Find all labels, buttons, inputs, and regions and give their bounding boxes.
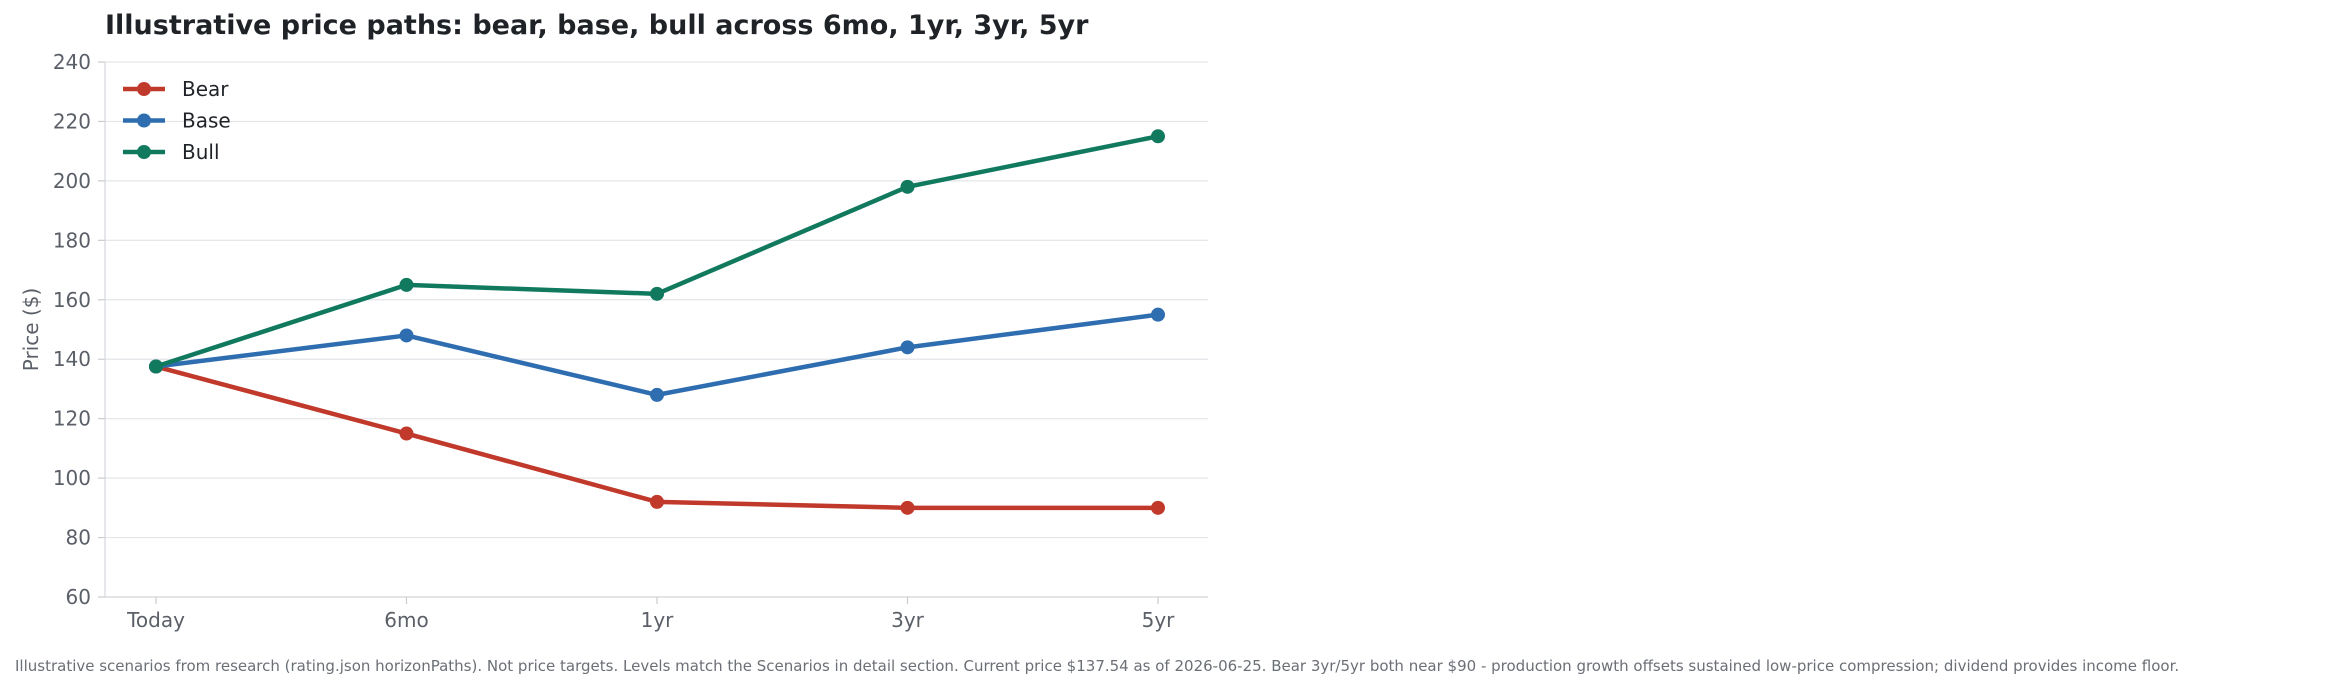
data-point-base[interactable] <box>650 387 664 402</box>
data-point-bull[interactable] <box>650 286 664 301</box>
series-bear <box>149 359 1165 515</box>
legend-label: Base <box>182 109 231 133</box>
x-tick-labels: Today 6mo 1yr 3yr 5yr <box>126 608 1175 632</box>
legend-label: Bull <box>182 140 220 164</box>
series-lines <box>149 129 1165 515</box>
legend-swatch-marker <box>137 82 151 96</box>
y-tick-label: 180 <box>53 228 91 252</box>
legend-item-base[interactable]: Base <box>123 109 231 133</box>
y-tick-label: 240 <box>53 50 91 74</box>
data-point-bull[interactable] <box>149 359 163 374</box>
data-point-bear[interactable] <box>1151 500 1165 515</box>
series-base <box>149 307 1165 402</box>
x-tick-label: 5yr <box>1142 608 1176 632</box>
y-tick-label: 100 <box>53 466 91 490</box>
legend-label: Bear <box>182 77 229 101</box>
data-point-bear[interactable] <box>900 500 915 515</box>
y-tick-labels: 60 80 100 120 140 160 180 200 220 240 <box>53 50 91 609</box>
x-tick-label: 1yr <box>641 608 675 632</box>
y-tick-label: 80 <box>66 526 91 550</box>
legend-item-bear[interactable]: Bear <box>123 77 229 101</box>
data-point-base[interactable] <box>1151 307 1165 322</box>
y-tick-label: 220 <box>53 109 91 133</box>
data-point-bear[interactable] <box>650 494 664 509</box>
x-tick-label: 6mo <box>384 608 428 632</box>
y-tick-label: 60 <box>66 585 91 609</box>
y-tick-label: 160 <box>53 288 91 312</box>
chart-title: Illustrative price paths: bear, base, bu… <box>105 10 1089 41</box>
series-line-base <box>153 312 1161 398</box>
series-bull <box>149 129 1165 374</box>
x-tick-label: Today <box>126 608 185 632</box>
legend[interactable]: Bear Base Bull <box>123 77 231 164</box>
legend-item-bull[interactable]: Bull <box>123 140 220 164</box>
data-point-base[interactable] <box>399 328 414 343</box>
x-tick-label: 3yr <box>891 608 925 632</box>
y-tick-label: 140 <box>53 347 91 371</box>
series-line-bear <box>153 364 1161 511</box>
y-axis-label: Price ($) <box>19 288 43 371</box>
data-point-bull[interactable] <box>900 179 915 194</box>
legend-swatch-marker <box>137 113 151 128</box>
data-point-bull[interactable] <box>399 277 414 292</box>
axes <box>98 61 1208 604</box>
data-point-base[interactable] <box>900 340 915 355</box>
data-point-bear[interactable] <box>399 426 414 441</box>
y-tick-label: 120 <box>53 407 91 431</box>
footnote: Illustrative scenarios from research (ra… <box>15 657 2180 675</box>
y-tick-label: 200 <box>53 169 91 193</box>
legend-swatch-marker <box>137 145 151 159</box>
data-point-bull[interactable] <box>1151 129 1165 144</box>
